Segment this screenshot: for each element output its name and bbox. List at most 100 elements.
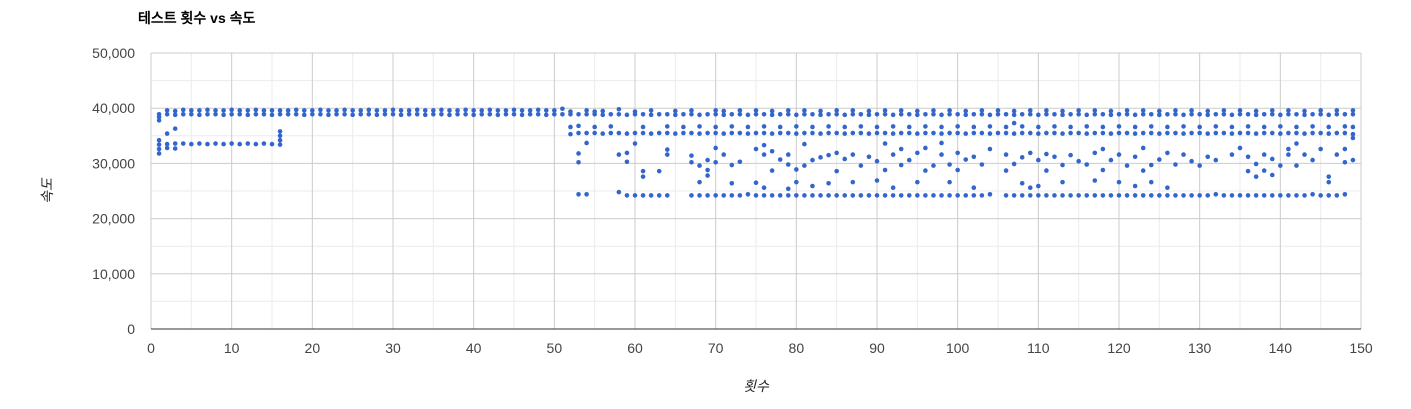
- data-point: [1181, 152, 1186, 157]
- data-point: [947, 179, 952, 185]
- data-point: [277, 137, 283, 143]
- data-point: [1318, 146, 1323, 152]
- data-point: [1140, 145, 1146, 151]
- data-point: [1261, 152, 1267, 157]
- data-point: [1027, 108, 1033, 113]
- data-point: [1237, 111, 1243, 117]
- data-point: [479, 108, 485, 113]
- data-point: [737, 193, 743, 198]
- data-point: [374, 112, 380, 118]
- data-point: [987, 146, 993, 152]
- data-point: [818, 131, 823, 136]
- data-point: [253, 107, 259, 113]
- data-point: [1342, 159, 1348, 165]
- data-point: [802, 108, 807, 113]
- data-point: [1253, 108, 1259, 114]
- data-point: [1237, 108, 1243, 113]
- data-point: [1286, 193, 1291, 198]
- data-point: [285, 111, 291, 117]
- data-point: [197, 108, 202, 113]
- data-point: [689, 159, 694, 165]
- data-point: [923, 168, 928, 173]
- data-point: [866, 131, 872, 136]
- x-tick-label: 10: [224, 340, 240, 356]
- data-point: [1132, 124, 1138, 130]
- data-point: [293, 111, 299, 117]
- data-point: [729, 193, 735, 198]
- data-point: [955, 124, 960, 129]
- data-point: [923, 130, 928, 136]
- data-point: [810, 157, 815, 163]
- data-point: [1019, 124, 1025, 129]
- data-point: [826, 130, 831, 136]
- data-point: [1157, 157, 1162, 162]
- data-point: [1019, 130, 1025, 136]
- data-point: [318, 107, 323, 113]
- data-point: [1189, 193, 1194, 198]
- data-point: [1189, 111, 1194, 117]
- data-point: [479, 111, 485, 117]
- data-point: [794, 179, 799, 185]
- data-point: [1253, 131, 1259, 136]
- data-point: [995, 130, 1001, 136]
- data-point: [1084, 162, 1090, 167]
- data-point: [1173, 108, 1178, 113]
- data-point: [713, 130, 718, 136]
- data-point: [1342, 124, 1348, 129]
- data-point: [1326, 193, 1332, 198]
- data-point: [1011, 161, 1017, 167]
- data-point: [552, 111, 557, 117]
- data-point: [963, 108, 969, 114]
- data-point: [640, 168, 646, 174]
- data-point: [882, 111, 888, 117]
- data-point: [318, 111, 323, 117]
- data-point: [874, 178, 880, 183]
- data-point: [648, 131, 654, 136]
- data-point: [1140, 130, 1146, 136]
- data-point: [1310, 157, 1315, 163]
- data-point: [1294, 193, 1299, 198]
- data-point: [802, 111, 807, 117]
- data-point: [979, 162, 985, 167]
- data-point: [906, 130, 912, 136]
- data-point: [874, 193, 880, 198]
- data-point: [882, 141, 888, 146]
- data-point: [1044, 168, 1049, 173]
- data-point: [721, 131, 727, 136]
- data-point: [971, 130, 977, 136]
- data-point: [866, 193, 872, 198]
- data-point: [697, 112, 702, 118]
- data-point: [527, 108, 533, 113]
- data-point: [624, 193, 630, 198]
- data-point: [406, 111, 412, 117]
- data-point: [1140, 108, 1146, 113]
- data-point: [931, 163, 936, 168]
- data-point: [1060, 108, 1065, 114]
- data-point: [729, 180, 735, 186]
- data-point: [713, 108, 718, 113]
- data-point: [1044, 130, 1049, 136]
- data-point: [1229, 152, 1235, 157]
- y-tick-label: 30,000: [92, 155, 135, 171]
- data-point: [584, 130, 589, 136]
- data-point: [1189, 130, 1194, 136]
- data-point: [1068, 124, 1073, 130]
- data-point: [632, 130, 638, 136]
- data-point: [931, 193, 936, 198]
- data-point: [971, 124, 977, 130]
- data-point: [818, 108, 823, 114]
- data-point: [1221, 193, 1227, 198]
- data-point: [987, 192, 993, 197]
- data-point: [1334, 152, 1340, 157]
- data-point: [568, 109, 573, 114]
- data-point: [939, 112, 944, 118]
- data-point: [1350, 108, 1356, 113]
- data-point: [737, 159, 743, 165]
- data-point: [1334, 108, 1340, 113]
- data-point: [1068, 193, 1073, 198]
- data-point: [915, 179, 920, 185]
- data-point: [1076, 111, 1081, 117]
- data-point: [890, 112, 896, 118]
- data-point: [802, 193, 807, 198]
